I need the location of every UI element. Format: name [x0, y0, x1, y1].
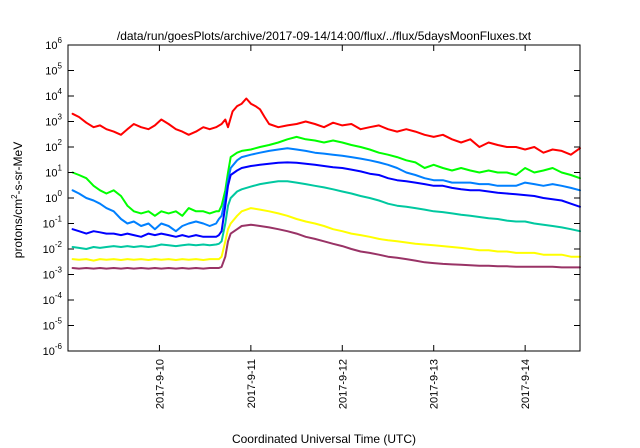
y-ticks-group: 10-6 10-5 10-4 10-3 10-2 10-1 100 101 102 103 104 1… — [43, 36, 580, 358]
y-tick-label: 10-4 — [43, 291, 63, 307]
y-tick-label: 10-5 — [43, 317, 63, 333]
y-tick-label: 100 — [45, 189, 62, 205]
plot-frame — [67, 44, 581, 352]
y-axis-label-pre: protons/cm — [11, 199, 25, 258]
series-line-5 — [71, 180, 581, 250]
x-axis-label: Coordinated Universal Time (UTC) — [232, 432, 416, 446]
series-line-3 — [71, 147, 581, 233]
y-tick-label: 105 — [45, 62, 62, 78]
x-ticks-group: 2017-9-10 2017-9-11 2017-9-12 2017-9-13 2017… — [154, 45, 532, 409]
y-tick-label: 102 — [45, 138, 62, 154]
plot-series-group — [71, 97, 581, 270]
series-line-7 — [71, 223, 581, 270]
y-axis-label-sup: 2 — [10, 194, 19, 199]
y-tick-label: 103 — [45, 113, 62, 129]
y-axis-label: protons/cm2-s-sr-MeV — [10, 142, 25, 258]
x-tick-label: 2017-9-13 — [429, 359, 441, 409]
series-line-4 — [71, 161, 581, 238]
chart-title: /data/run/goesPlots/archive/2017-09-14/1… — [117, 29, 532, 43]
x-tick-label: 2017-9-11 — [246, 359, 258, 408]
y-axis-label-post: -s-sr-MeV — [11, 142, 25, 195]
series-line-2 — [71, 135, 581, 217]
y-tick-label: 101 — [45, 164, 62, 180]
y-tick-label: 10-1 — [43, 215, 63, 231]
series-line-6 — [71, 207, 581, 262]
y-tick-label: 10-2 — [43, 240, 63, 256]
x-tick-label: 2017-9-10 — [154, 359, 166, 409]
series-line-1 — [71, 97, 581, 156]
x-tick-label: 2017-9-12 — [337, 359, 349, 409]
y-tick-label: 10-3 — [43, 266, 63, 282]
y-tick-label: 10-6 — [43, 342, 63, 358]
svg-text:protons/cm2-s-sr-MeV: protons/cm2-s-sr-MeV — [10, 142, 25, 258]
x-tick-label: 2017-9-14 — [520, 359, 532, 409]
y-tick-label: 104 — [45, 87, 62, 103]
y-tick-label: 106 — [45, 36, 62, 52]
